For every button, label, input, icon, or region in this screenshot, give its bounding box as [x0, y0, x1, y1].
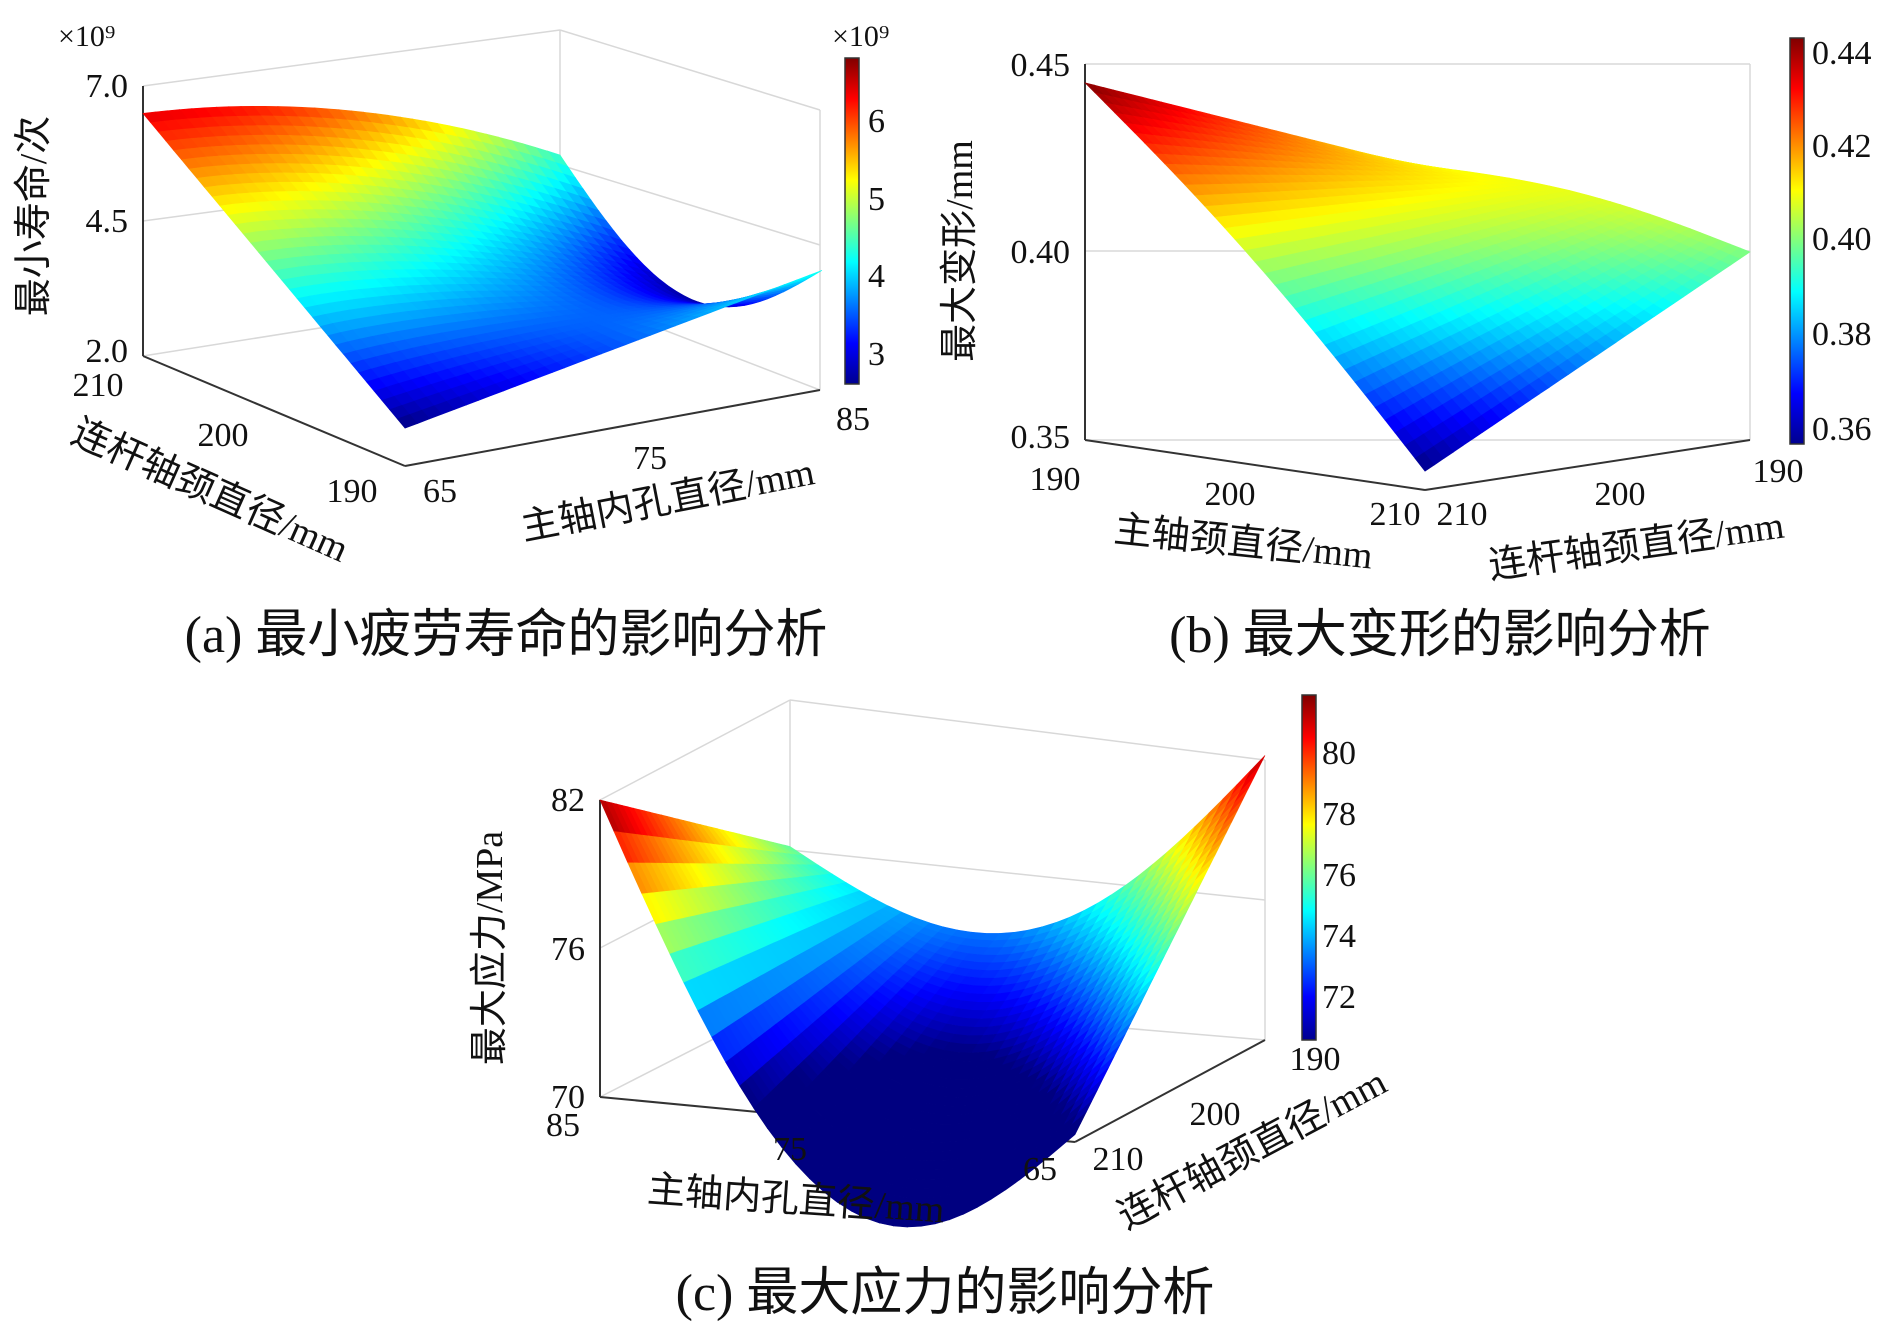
panel-a-z-tick: 2.0: [86, 333, 129, 370]
panel-c-y-label: 连杆轴颈直径/mm: [1111, 1061, 1394, 1238]
panel-a-colorbar-tick: 4: [868, 258, 885, 295]
panel-b-z-tick: 0.35: [1011, 419, 1071, 456]
panel-c-colorbar-tick: 78: [1322, 796, 1356, 833]
panel-a-x-tick: 75: [633, 440, 667, 477]
panel-a-colorbar-multiplier: ×10⁹: [832, 20, 889, 53]
panel-a-x-label: 主轴内孔直径/mm: [518, 451, 818, 549]
panel-c-surface: [600, 755, 1265, 1227]
panel-b-z-tick: 0.40: [1011, 234, 1071, 271]
panel-a-y-tick: 200: [198, 417, 249, 454]
panel-b-colorbar-gradient: [1790, 38, 1804, 444]
panel-c-x-tick: 75: [773, 1131, 807, 1168]
panel-c-colorbar-tick: 74: [1322, 918, 1356, 955]
panel-c-x-tick: 65: [1023, 1151, 1057, 1188]
panel-a-x-tick: 65: [423, 473, 457, 510]
panel-a-y-tick: 190: [327, 473, 378, 510]
panel-c-y-tick: 190: [1290, 1041, 1341, 1078]
panel-b-y-tick: 190: [1753, 453, 1804, 490]
panel-a-z-tick: 4.5: [86, 203, 129, 240]
panel-c-y-tick: 200: [1190, 1096, 1241, 1133]
panel-c-caption: (c) 最大应力的影响分析: [676, 1265, 1215, 1322]
panel-b-surface: [1085, 83, 1750, 471]
panel-b-colorbar-tick: 0.42: [1812, 128, 1872, 165]
panel-a-colorbar-tick: 3: [868, 336, 885, 373]
panel-c-z-tick: 76: [551, 931, 585, 968]
panel-c-colorbar: 80 78 76 74 72: [1302, 695, 1356, 1040]
panel-a-colorbar-tick: 6: [868, 103, 885, 140]
panel-a-x-tick: 85: [836, 401, 870, 438]
panel-b-z-tick: 0.45: [1011, 47, 1071, 84]
panel-a: ×10⁹ 7.0 4.5 2.0 最小寿命/次 210 200 190 连杆轴颈…: [13, 20, 889, 664]
panel-c-y-tick: 210: [1093, 1141, 1144, 1178]
panel-c-colorbar-gradient: [1302, 695, 1316, 1040]
panel-b-colorbar-tick: 0.44: [1812, 35, 1872, 72]
panel-a-z-tick: 7.0: [86, 68, 129, 105]
panel-b-y-label: 连杆轴颈直径/mm: [1486, 505, 1787, 588]
panel-b-colorbar-tick: 0.36: [1812, 411, 1872, 448]
panel-a-colorbar-tick: 5: [868, 181, 885, 218]
panel-b-x-tick: 210: [1370, 496, 1421, 533]
panel-a-colorbar: ×10⁹ 6 5 4 3: [832, 20, 889, 384]
panel-b-x-tick: 190: [1030, 461, 1081, 498]
panel-c-colorbar-tick: 80: [1322, 735, 1356, 772]
panel-b-colorbar-tick: 0.40: [1812, 221, 1872, 258]
panel-a-colorbar-gradient: [845, 58, 859, 384]
panel-c-colorbar-tick: 76: [1322, 857, 1356, 894]
panel-b-x-tick: 200: [1205, 476, 1256, 513]
panel-c-colorbar-tick: 72: [1322, 979, 1356, 1016]
panel-b-x-label: 主轴颈直径/mm: [1112, 509, 1375, 578]
panel-b-z-label: 最大变形/mm: [939, 140, 981, 362]
panel-b-y-tick: 210: [1437, 496, 1488, 533]
panel-c-x-tick: 85: [546, 1107, 580, 1144]
panel-c: 82 76 70 最大应力/MPa 85 75 65 主轴内孔直径/mm 190…: [469, 695, 1394, 1322]
panel-c-z-tick: 82: [551, 782, 585, 819]
panel-b-colorbar: 0.44 0.42 0.40 0.38 0.36: [1790, 35, 1872, 448]
panel-a-y-tick: 210: [73, 367, 124, 404]
panel-b: 0.45 0.40 0.35 最大变形/mm 190 200 210 主轴颈直径…: [939, 35, 1872, 664]
panel-a-caption: (a) 最小疲劳寿命的影响分析: [185, 606, 828, 664]
panel-a-surface: [143, 106, 822, 428]
panel-a-z-label: 最小寿命/次: [13, 116, 55, 317]
panel-c-z-label: 最大应力/MPa: [469, 831, 511, 1065]
panel-b-caption: (b) 最大变形的影响分析: [1169, 607, 1711, 664]
panel-b-colorbar-tick: 0.38: [1812, 316, 1872, 353]
panel-b-y-tick: 200: [1595, 476, 1646, 513]
panel-a-z-multiplier: ×10⁹: [58, 20, 115, 53]
